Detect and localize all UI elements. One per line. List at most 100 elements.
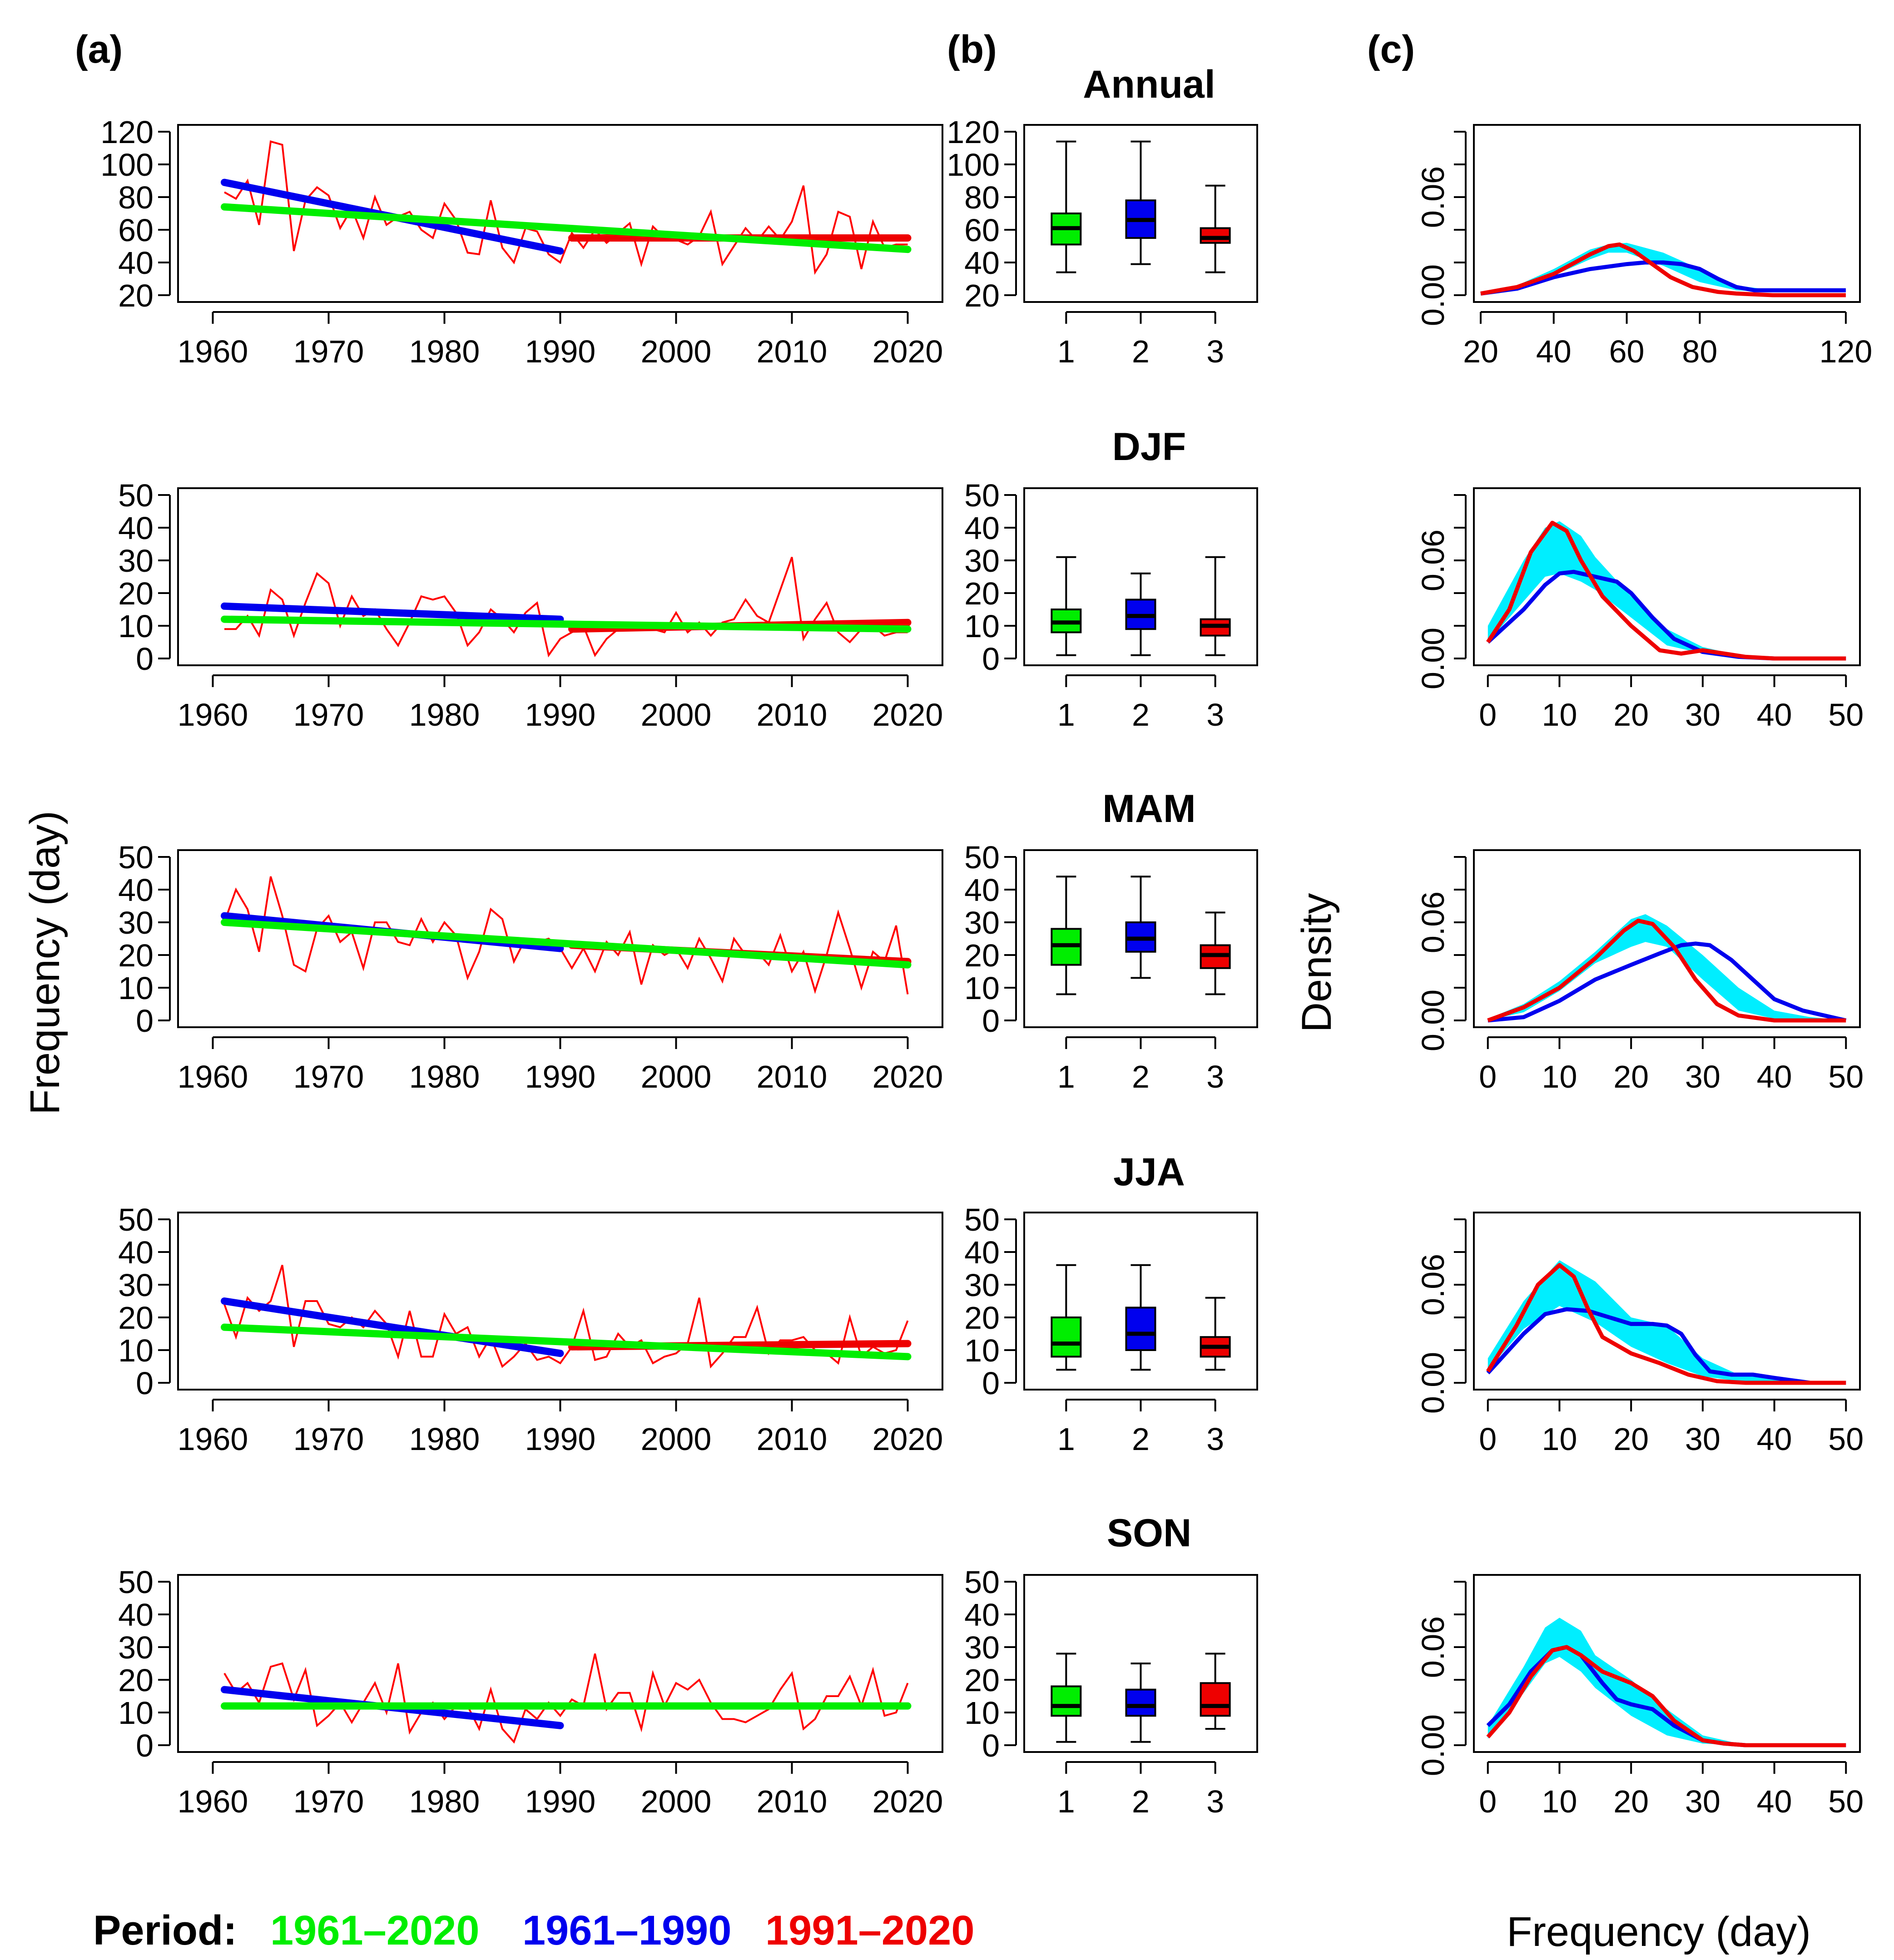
plot-frame [1473,1574,1861,1753]
y-tick-label: 20 [964,1663,1000,1698]
y-tick-label: 10 [964,1333,1000,1368]
x-tick-label: 1990 [525,334,596,369]
y-tick-label: 50 [118,478,154,513]
density-mam: 0.00 0.06 0 10 20 30 40 50 [1415,849,1864,1094]
x-tick-label: 2010 [757,1784,828,1819]
y-tick-label: 0.06 [1415,530,1451,591]
y-tick-label: 0.00 [1415,1714,1451,1776]
y-axis-label-right: Density [1294,893,1340,1033]
x-tick-label: 2000 [641,1421,712,1457]
frequency-series-line [223,1265,909,1369]
x-tick-label: 20 [1613,1784,1649,1819]
density-annual: 0.00 0.06 20 40 60 80 120 [1415,124,1872,369]
x-tick-label: 1 [1057,1784,1075,1819]
x-tick-label: 40 [1757,697,1792,733]
x-tick-label: 1960 [178,334,248,369]
y-tick-label: 0.00 [1415,264,1451,326]
density-line-1991-2020 [1486,520,1846,661]
y-tick-label: 20 [118,278,154,313]
trend-line-1961-1990 [221,1297,564,1357]
x-tick-label: 20 [1613,1059,1649,1094]
trend-line-1961-2020 [221,1323,912,1361]
y-tick-label: 50 [118,1202,154,1237]
box-3 [1200,227,1231,244]
trend-line-1961-2020 [221,615,912,633]
panel-label-c: (c) [1367,28,1415,71]
y-tick-label: 120 [947,114,1000,150]
y-tick-label: 40 [964,510,1000,546]
y-tick-label: 0.00 [1415,1352,1451,1414]
y-tick-label: 0.00 [1415,628,1451,689]
y-tick-label: 20 [118,1663,154,1698]
y-tick-label: 30 [118,1630,154,1665]
y-tick-label: 50 [964,478,1000,513]
x-tick-label: 2010 [757,1059,828,1094]
y-tick-label: 20 [964,278,1000,313]
y-tick-label: 30 [964,1630,1000,1665]
plot-frame [1473,849,1861,1028]
y-tick-label: 20 [964,1300,1000,1336]
y-tick-label: 80 [964,180,1000,215]
y-tick-label: 40 [964,1235,1000,1270]
density-line-1991-2020 [1480,242,1846,297]
plot-frame [177,1574,943,1753]
x-tick-label: 3 [1206,1784,1224,1819]
y-tick-label: 50 [118,1564,154,1600]
x-tick-label: 1 [1057,334,1075,369]
y-tick-label: 50 [118,840,154,875]
plot-frame [1023,1212,1258,1391]
x-tick-label: 2000 [641,1784,712,1819]
legend-title: Period: [93,1907,237,1954]
y-tick-label: 40 [964,1597,1000,1633]
x-tick-label: 30 [1685,1784,1720,1819]
trend-line-1961-2020 [221,203,912,253]
y-tick-label: 20 [964,576,1000,611]
x-tick-label: 3 [1206,1059,1224,1094]
x-tick-label: 1960 [178,1059,248,1094]
legend: Period: 1961–2020 1961–1990 1991–2020 [93,1907,975,1954]
y-tick-label: 0.06 [1415,1616,1451,1678]
plot-frame [1023,849,1258,1028]
y-tick-label: 10 [118,609,154,644]
x-tick-label: 10 [1542,1059,1577,1094]
x-tick-label: 1 [1057,1059,1075,1094]
y-tick-label: 0 [136,1003,154,1039]
x-tick-label: 10 [1542,1784,1577,1819]
x-tick-label: 50 [1828,1059,1864,1094]
x-tick-label: 1970 [293,334,364,369]
x-tick-label: 2020 [873,334,943,369]
x-tick-label: 0 [1479,697,1497,733]
x-tick-label: 1 [1057,1421,1075,1457]
x-tick-label: 2 [1132,1784,1150,1819]
y-tick-label: 50 [964,840,1000,875]
y-tick-label: 0 [982,641,1000,677]
x-tick-label: 1990 [525,1421,596,1457]
y-tick-label: 0.06 [1415,891,1451,953]
x-tick-label: 2 [1132,1059,1150,1094]
x-tick-label: 40 [1536,334,1572,369]
x-tick-label: 3 [1206,1421,1224,1457]
density-band [1481,243,1846,295]
box-1 [1051,1317,1082,1358]
x-tick-label: 1980 [409,697,480,733]
y-tick-label: 10 [964,1695,1000,1731]
x-tick-label: 2020 [873,1059,943,1094]
plot-frame [1023,1574,1258,1753]
y-tick-label: 20 [118,938,154,973]
x-tick-label: 1980 [409,334,480,369]
x-tick-label: 20 [1613,697,1649,733]
x-tick-label: 0 [1479,1059,1497,1094]
y-tick-label: 0.06 [1415,166,1451,228]
x-tick-label: 10 [1542,1421,1577,1457]
x-tick-label: 1970 [293,1784,364,1819]
density-band [1487,1260,1846,1383]
legend-item-1991-2020: 1991–2020 [765,1907,975,1954]
row-title-mam: MAM [1102,787,1195,831]
y-axis-label-left: Frequency (day) [22,811,68,1115]
x-tick-label: 1990 [525,697,596,733]
plot-frame [177,124,943,303]
